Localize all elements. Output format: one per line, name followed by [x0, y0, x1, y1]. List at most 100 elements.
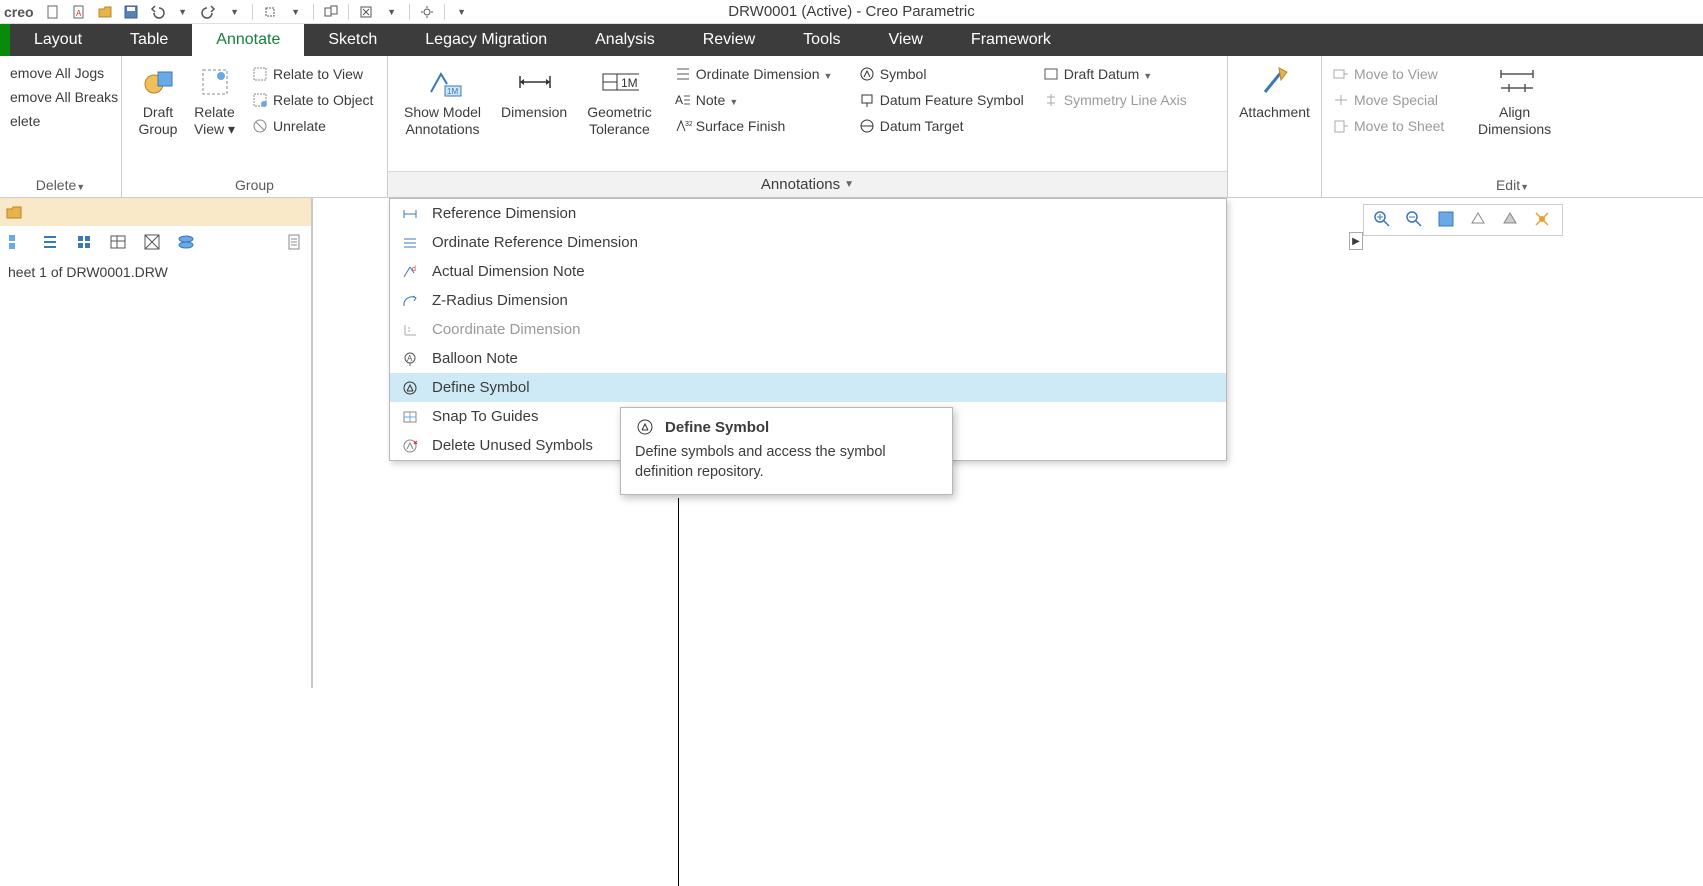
- undo-caret[interactable]: ▼: [172, 2, 194, 22]
- datum-feature-button[interactable]: Datum Feature Symbol: [856, 88, 1036, 112]
- dd-z-radius[interactable]: Z-Radius Dimension: [390, 286, 1226, 315]
- shade-icon[interactable]: [1500, 209, 1522, 231]
- regenerate-icon[interactable]: [259, 2, 281, 22]
- windows-icon[interactable]: [320, 2, 342, 22]
- tab-legacy-migration[interactable]: Legacy Migration: [401, 24, 571, 56]
- tab-view[interactable]: View: [865, 24, 947, 56]
- attachment-button[interactable]: Attachment: [1236, 60, 1313, 123]
- tab-sketch[interactable]: Sketch: [304, 24, 401, 56]
- group-annotations-label[interactable]: Annotations: [388, 171, 1227, 197]
- tree-icon-5[interactable]: [142, 232, 162, 252]
- align-dimensions-button[interactable]: Align Dimensions: [1470, 60, 1559, 140]
- qat-caret[interactable]: ▼: [451, 2, 473, 22]
- draft-datum-button[interactable]: Draft Datum: [1040, 62, 1200, 86]
- tree-icon-6[interactable]: [176, 232, 196, 252]
- refit-icon[interactable]: [1436, 209, 1458, 231]
- surface-finish-button[interactable]: 32Surface Finish: [672, 114, 852, 138]
- file-tab[interactable]: [0, 24, 10, 56]
- remove-breaks-button[interactable]: emove All Breaks: [8, 86, 120, 108]
- group-annotations: 1M Show Model Annotations Dimension 1M G…: [388, 56, 1228, 197]
- group-group: Draft Group Relate View ▾ Relate to View…: [122, 56, 388, 197]
- dimension-button[interactable]: Dimension: [493, 60, 575, 123]
- group-delete-label[interactable]: Delete: [0, 171, 121, 197]
- delete-unused-icon: [400, 436, 420, 456]
- symmetry-line-button: Symmetry Line Axis: [1040, 88, 1200, 112]
- datum-target-button[interactable]: Datum Target: [856, 114, 1036, 138]
- display-style-icon[interactable]: [1532, 209, 1554, 231]
- settings-icon[interactable]: [416, 2, 438, 22]
- logo-text: creo: [4, 2, 38, 22]
- actual-dimension-icon: d: [400, 262, 420, 282]
- reference-dimension-icon: [400, 204, 420, 224]
- attachment-icon: [1255, 62, 1295, 102]
- show-model-annotations-button[interactable]: 1M Show Model Annotations: [396, 60, 489, 140]
- draft-datum-icon: [1042, 65, 1060, 83]
- view-mode-icon[interactable]: [1468, 209, 1490, 231]
- tab-review[interactable]: Review: [679, 24, 779, 56]
- dd-reference-dimension[interactable]: Reference Dimension: [390, 199, 1226, 228]
- group-edit: Move to View Move Special Move to Sheet …: [1322, 56, 1703, 197]
- tree-settings-icon[interactable]: [285, 232, 305, 252]
- tab-framework[interactable]: Framework: [947, 24, 1075, 56]
- group-attachment: Attachment: [1228, 56, 1322, 197]
- tree-icon-4[interactable]: [108, 232, 128, 252]
- redo-caret[interactable]: ▼: [224, 2, 246, 22]
- move-to-view-button: Move to View: [1330, 62, 1470, 86]
- new-icon[interactable]: [42, 2, 64, 22]
- zoom-out-icon[interactable]: [1404, 209, 1426, 231]
- draft-group-button[interactable]: Draft Group: [130, 60, 186, 140]
- folder-tab-icon[interactable]: [4, 202, 24, 222]
- geometric-tolerance-button[interactable]: 1M Geometric Tolerance: [579, 60, 660, 140]
- tab-layout[interactable]: Layout: [10, 24, 106, 56]
- dd-define-symbol[interactable]: Define Symbol: [390, 373, 1226, 402]
- panel-expander[interactable]: ▶: [1349, 232, 1363, 250]
- unrelate-button[interactable]: Unrelate: [249, 114, 375, 138]
- svg-text:d: d: [412, 266, 416, 273]
- regenerate-caret[interactable]: ▼: [285, 2, 307, 22]
- close-caret[interactable]: ▼: [381, 2, 403, 22]
- coordinate-dimension-icon: [400, 320, 420, 340]
- unrelate-icon: [251, 117, 269, 135]
- tab-annotate[interactable]: Annotate: [192, 24, 304, 56]
- tree-icon-1[interactable]: [6, 232, 26, 252]
- undo-icon[interactable]: [146, 2, 168, 22]
- symbol-icon: [858, 65, 876, 83]
- group-group-label: Group: [122, 171, 387, 197]
- delete-button[interactable]: elete: [8, 110, 120, 132]
- ribbon: emove All Jogs emove All Breaks elete De…: [0, 56, 1703, 198]
- note-button[interactable]: ANote: [672, 88, 852, 112]
- open-icon[interactable]: [94, 2, 116, 22]
- tab-analysis[interactable]: Analysis: [571, 24, 679, 56]
- datum-feature-icon: [858, 91, 876, 109]
- relate-to-object-icon: [251, 91, 269, 109]
- zoom-in-icon[interactable]: [1372, 209, 1394, 231]
- symbol-button[interactable]: Symbol: [856, 62, 1036, 86]
- dd-ordinate-reference[interactable]: Ordinate Reference Dimension: [390, 228, 1226, 257]
- relate-to-object-button[interactable]: Relate to Object: [249, 88, 375, 112]
- svg-text:32: 32: [685, 121, 692, 128]
- svg-text:1M: 1M: [621, 76, 638, 90]
- save-icon[interactable]: [120, 2, 142, 22]
- define-symbol-icon: [400, 378, 420, 398]
- tab-table[interactable]: Table: [106, 24, 192, 56]
- relate-to-view-icon: [251, 65, 269, 83]
- tree-icon-2[interactable]: [40, 232, 60, 252]
- dd-actual-dimension-note[interactable]: dActual Dimension Note: [390, 257, 1226, 286]
- close-win-icon[interactable]: [355, 2, 377, 22]
- new-drawing-icon[interactable]: A: [68, 2, 90, 22]
- relate-to-view-button[interactable]: Relate to View: [249, 62, 375, 86]
- relate-view-button[interactable]: Relate View ▾: [186, 60, 243, 140]
- tree-icon-3[interactable]: [74, 232, 94, 252]
- quick-access-toolbar: creo A ▼ ▼ ▼ ▼ ▼: [4, 2, 473, 22]
- move-special-button: Move Special: [1330, 88, 1470, 112]
- remove-jogs-button[interactable]: emove All Jogs: [8, 62, 120, 84]
- tab-tools[interactable]: Tools: [779, 24, 864, 56]
- draft-group-icon: [138, 62, 178, 102]
- svg-text:A: A: [675, 93, 683, 107]
- sheet-item[interactable]: heet 1 of DRW0001.DRW: [0, 258, 311, 286]
- ordinate-dimension-button[interactable]: Ordinate Dimension: [672, 62, 852, 86]
- redo-icon[interactable]: [198, 2, 220, 22]
- title-bar: creo A ▼ ▼ ▼ ▼ ▼ DRW0001 (Active) - Creo…: [0, 0, 1703, 24]
- dd-balloon-note[interactable]: ABalloon Note: [390, 344, 1226, 373]
- group-edit-label[interactable]: Edit: [1322, 171, 1703, 197]
